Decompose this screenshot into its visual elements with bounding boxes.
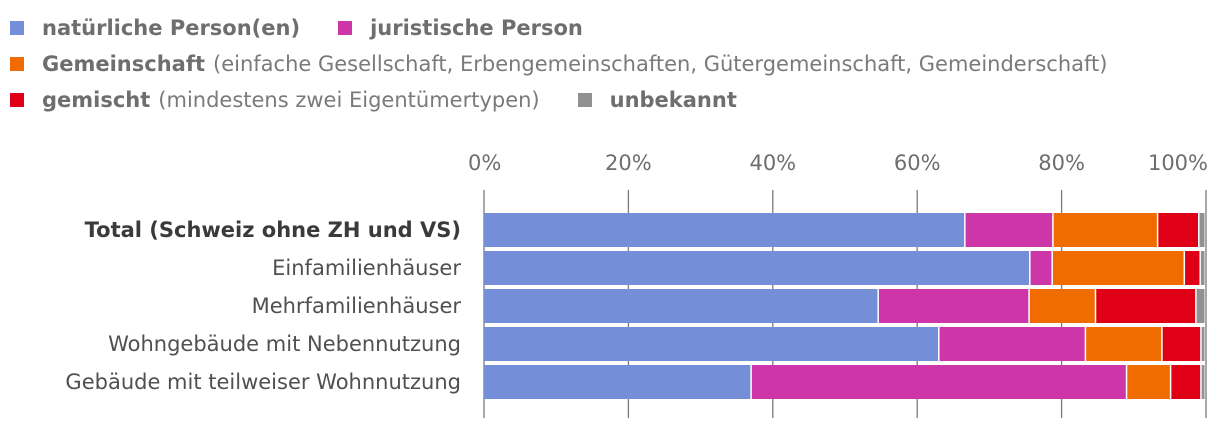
stacked-bar-chart: 0% 20% 40% 60% 80% 100% Total (Schweiz ohne ZH… [65,151,1208,418]
legend-note: (einfache Gesellschaft, Erbengemeinschaf… [213,52,1108,76]
legend: natürliche Person(en) juristische Person… [10,10,1145,118]
category-label: Mehrfamilienhäuser [252,294,462,318]
category-label: Einfamilienhäuser [272,256,461,280]
x-tick-label: 20% [605,151,652,175]
legend-item-natuerliche-person: natürliche Person(en) [10,16,300,40]
x-tick-label: 80% [1038,151,1085,175]
legend-swatch-unbekannt [577,93,592,107]
bar-segment [1158,213,1199,247]
legend-swatch-juristische-person [338,21,353,35]
bar-segment [965,213,1053,247]
legend-swatch-gemischt [10,93,24,107]
legend-label: Gemeinschaft [42,52,205,76]
legend-label: juristische Person [370,16,583,40]
bar-segment [1052,251,1184,285]
category-label: Total (Schweiz ohne ZH und VS) [85,218,461,242]
bar-segment [939,327,1085,361]
bar-segment [1127,365,1170,399]
legend-item-gemeinschaft: Gemeinschaft (einfache Gesellschaft, Erb… [10,52,1107,76]
x-tick-label: 100% [1148,151,1208,175]
bar-segment [484,213,965,247]
bar-segment [1196,289,1205,323]
legend-row-1: natürliche Person(en) juristische Person [10,10,1145,46]
bar-segment [484,289,878,323]
legend-row-3: gemischt (mindestens zwei Eigentümertype… [10,82,1145,118]
legend-swatch-natuerliche-person [10,21,24,35]
bar-segment [1200,251,1205,285]
legend-swatch-gemeinschaft [10,57,24,71]
x-tick-label: 40% [749,151,796,175]
legend-row-2: Gemeinschaft (einfache Gesellschaft, Erb… [10,46,1145,82]
legend-item-unbekannt: unbekannt [577,88,737,112]
bar-segment [1086,327,1162,361]
bar-segment [1030,251,1052,285]
bar-segment [1053,213,1157,247]
bar-segment [1185,251,1200,285]
bar-segment [1201,365,1205,399]
bar-segment [484,365,751,399]
legend-label: gemischt [42,88,151,112]
bar-segment [1162,327,1201,361]
legend-item-juristische-person: juristische Person [338,16,583,40]
category-label: Gebäude mit teilweiser Wohnnutzung [65,370,461,394]
bar-segment [751,365,1126,399]
legend-item-gemischt: gemischt (mindestens zwei Eigentümertype… [10,88,540,112]
bar-segment [484,327,939,361]
category-label: Wohngebäude mit Nebennutzung [108,332,461,356]
legend-note: (mindestens zwei Eigentümertypen) [158,88,540,112]
bar-segment [1201,327,1205,361]
bar-segment [878,289,1029,323]
bar-segment [1199,213,1205,247]
bar-segment [1029,289,1095,323]
x-tick-label: 60% [894,151,941,175]
legend-label: natürliche Person(en) [42,16,301,40]
bar-segment [484,251,1030,285]
x-tick-label: 0% [468,151,501,175]
legend-label: unbekannt [609,88,737,112]
bar-segment [1171,365,1201,399]
bar-segment [1096,289,1196,323]
